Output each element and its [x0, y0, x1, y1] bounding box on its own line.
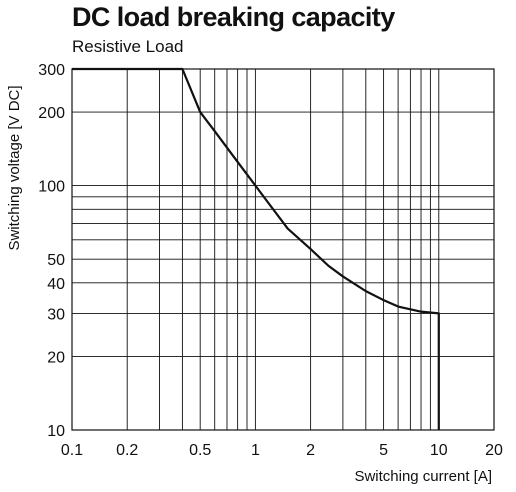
y-axis-label: Switching voltage [V DC] [6, 85, 23, 250]
y-tick-label: 10 [47, 423, 65, 440]
x-tick-label: 0.2 [116, 442, 138, 459]
chart-subtitle: Resistive Load [72, 37, 184, 56]
x-tick-label: 10 [430, 442, 448, 459]
series-layer [72, 67, 440, 430]
grid-layer [72, 69, 494, 430]
x-tick-label: 0.5 [189, 442, 211, 459]
plot-frame [71, 68, 495, 431]
x-tick-label: 2 [306, 442, 315, 459]
x-tick-label: 20 [485, 442, 503, 459]
y-tick-label: 50 [47, 252, 65, 269]
y-tick-label: 20 [47, 349, 65, 366]
y-tick-label: 40 [47, 276, 65, 293]
y-tick-label: 30 [47, 306, 65, 323]
x-tick-label: 1 [251, 442, 260, 459]
x-tick-label: 5 [379, 442, 388, 459]
x-tick-label: 0.1 [61, 442, 83, 459]
series-line [72, 67, 440, 430]
x-axis-label: Switching current [A] [354, 468, 492, 485]
y-tick-label: 100 [38, 179, 65, 196]
chart-title: DC load breaking capacity [72, 2, 395, 32]
tick-label-layer: 0.1 0.2 0.5 1 2 5 10 20 10 20 30 40 50 100 200 300 [38, 62, 503, 459]
y-tick-label: 200 [38, 105, 65, 122]
y-tick-label: 300 [38, 62, 65, 79]
